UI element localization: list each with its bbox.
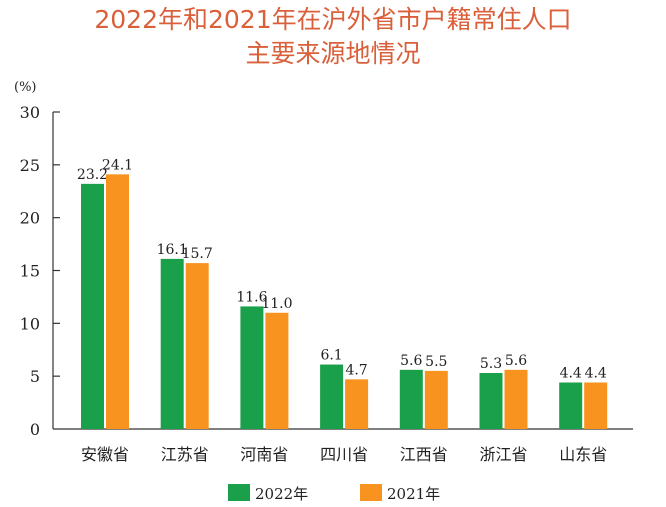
data-label: 23.2 — [77, 167, 108, 183]
y-tick-label: 30 — [20, 103, 40, 122]
bar-2022年 — [160, 258, 184, 429]
data-label: 6.1 — [320, 348, 342, 364]
bar-2022年 — [399, 369, 423, 429]
data-label: 5.3 — [480, 356, 502, 372]
data-label: 4.4 — [585, 366, 607, 382]
x-tick-label: 山东省 — [559, 445, 607, 464]
legend-label: 2022年 — [255, 485, 308, 503]
data-label: 15.7 — [182, 246, 213, 262]
data-label: 5.6 — [400, 353, 422, 369]
bar-2021年 — [345, 379, 369, 429]
bar-2021年 — [424, 370, 448, 429]
bar-2021年 — [185, 263, 209, 429]
bar-2022年 — [240, 306, 264, 429]
data-label: 4.4 — [560, 366, 582, 382]
bar-2022年 — [559, 382, 583, 429]
y-tick-label: 5 — [30, 367, 40, 386]
y-axis-unit-label: (%) — [14, 80, 37, 95]
y-tick-label: 20 — [20, 209, 40, 228]
x-tick-label: 浙江省 — [479, 445, 527, 464]
x-tick-label: 四川省 — [320, 445, 368, 464]
y-tick-label: 15 — [20, 262, 40, 281]
legend-label: 2021年 — [387, 485, 440, 503]
data-label: 5.5 — [425, 354, 447, 370]
x-tick-label: 江西省 — [400, 445, 448, 464]
legend-swatch-2022年 — [228, 484, 250, 501]
bar-2021年 — [584, 382, 608, 429]
bar-2021年 — [265, 312, 289, 429]
data-label: 11.6 — [236, 289, 267, 305]
bar-2021年 — [504, 369, 528, 429]
chart-title-line2: 主要来源地情况 — [245, 39, 421, 68]
bar-2022年 — [81, 183, 104, 429]
data-label: 16.1 — [157, 242, 188, 258]
y-tick-label: 0 — [30, 420, 40, 439]
bar-2022年 — [479, 372, 503, 429]
legend-swatch-2021年 — [360, 484, 382, 501]
y-tick-label: 10 — [20, 314, 40, 333]
data-label: 4.7 — [345, 362, 367, 378]
data-label: 11.0 — [261, 296, 292, 312]
data-label: 5.6 — [505, 353, 527, 369]
x-tick-label: 安徽省 — [81, 445, 129, 464]
x-tick-label: 江苏省 — [161, 445, 209, 464]
data-label: 24.1 — [102, 157, 133, 173]
bar-2022年 — [320, 364, 344, 429]
bar-2021年 — [106, 174, 129, 429]
y-tick-label: 25 — [20, 156, 40, 175]
chart-title-line1: 2022年和2021年在沪外省市户籍常住人口 — [94, 5, 572, 34]
x-tick-label: 河南省 — [240, 445, 288, 464]
